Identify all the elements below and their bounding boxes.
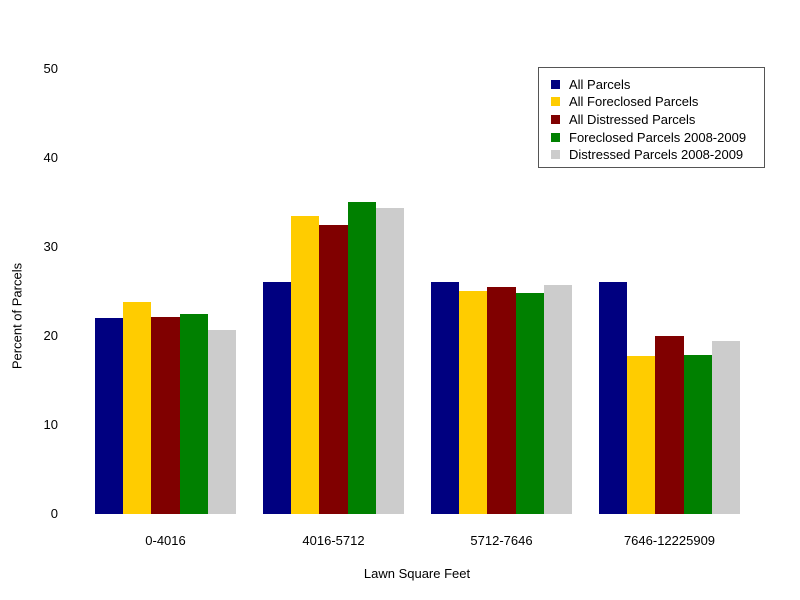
legend-item-all-distressed-parcels: All Distressed Parcels bbox=[551, 112, 758, 127]
bar-foreclosed-parcels-2008-2009-7646-12225909 bbox=[683, 355, 712, 514]
y-tick-label-50: 50 bbox=[43, 60, 58, 76]
legend-label: All Distressed Parcels bbox=[569, 111, 696, 127]
legend-swatch-icon bbox=[551, 132, 560, 142]
x-tick-label-0-4016: 0-4016 bbox=[145, 533, 186, 548]
legend-label: All Parcels bbox=[569, 76, 631, 92]
bar-foreclosed-parcels-2008-2009-4016-5712 bbox=[347, 202, 376, 514]
y-tick-label-20: 20 bbox=[43, 327, 58, 343]
y-tick-label-40: 40 bbox=[43, 149, 58, 165]
y-tick-label-10: 10 bbox=[43, 416, 58, 432]
bar-distressed-parcels-2008-2009-7646-12225909 bbox=[711, 341, 740, 514]
bar-foreclosed-parcels-2008-2009-5712-7646 bbox=[515, 293, 544, 514]
legend-label: Foreclosed Parcels 2008-2009 bbox=[569, 129, 747, 145]
bar-distressed-parcels-2008-2009-0-4016 bbox=[207, 330, 236, 514]
y-tick-label-30: 30 bbox=[43, 238, 58, 254]
bar-all-parcels-5712-7646 bbox=[431, 282, 460, 514]
legend: All Parcels All Foreclosed Parcels All Dis… bbox=[538, 67, 765, 168]
bar-all-distressed-parcels-7646-12225909 bbox=[655, 335, 684, 514]
legend-item-distressed-parcels-2008-2009: Distressed Parcels 2008-2009 bbox=[551, 147, 758, 162]
legend-swatch-icon bbox=[551, 97, 560, 107]
bar-all-foreclosed-parcels-4016-5712 bbox=[291, 215, 320, 514]
bar-all-distressed-parcels-0-4016 bbox=[151, 317, 180, 514]
legend-item-all-parcels: All Parcels bbox=[551, 77, 758, 92]
bar-distressed-parcels-2008-2009-5712-7646 bbox=[543, 285, 572, 514]
x-axis-title: Lawn Square Feet bbox=[363, 566, 471, 581]
bar-all-parcels-4016-5712 bbox=[263, 282, 292, 514]
bar-distressed-parcels-2008-2009-4016-5712 bbox=[375, 208, 404, 514]
bar-all-foreclosed-parcels-5712-7646 bbox=[459, 291, 488, 514]
legend-swatch-icon bbox=[551, 79, 560, 89]
y-axis-title: Percent of Parcels bbox=[9, 262, 25, 370]
legend-label: All Foreclosed Parcels bbox=[569, 94, 699, 110]
legend-swatch-icon bbox=[551, 114, 560, 124]
legend-swatch-icon bbox=[551, 150, 560, 160]
bar-all-parcels-0-4016 bbox=[95, 317, 124, 514]
x-tick-label-5712-7646: 5712-7646 bbox=[470, 533, 533, 548]
bar-all-foreclosed-parcels-7646-12225909 bbox=[627, 356, 656, 514]
y-tick-label-0: 0 bbox=[50, 506, 58, 521]
bar-foreclosed-parcels-2008-2009-0-4016 bbox=[179, 314, 208, 514]
bar-all-distressed-parcels-4016-5712 bbox=[319, 225, 348, 514]
x-tick-label-7646-12225909: 7646-12225909 bbox=[623, 533, 716, 548]
legend-item-all-foreclosed-parcels: All Foreclosed Parcels bbox=[551, 94, 758, 109]
bar-all-distressed-parcels-5712-7646 bbox=[487, 286, 516, 514]
x-tick-label-4016-5712: 4016-5712 bbox=[302, 533, 365, 548]
legend-label: Distressed Parcels 2008-2009 bbox=[569, 147, 744, 163]
bar-all-foreclosed-parcels-0-4016 bbox=[123, 301, 152, 514]
bar-all-parcels-7646-12225909 bbox=[599, 282, 628, 514]
legend-item-foreclosed-parcels-2008-2009: Foreclosed Parcels 2008-2009 bbox=[551, 130, 758, 145]
